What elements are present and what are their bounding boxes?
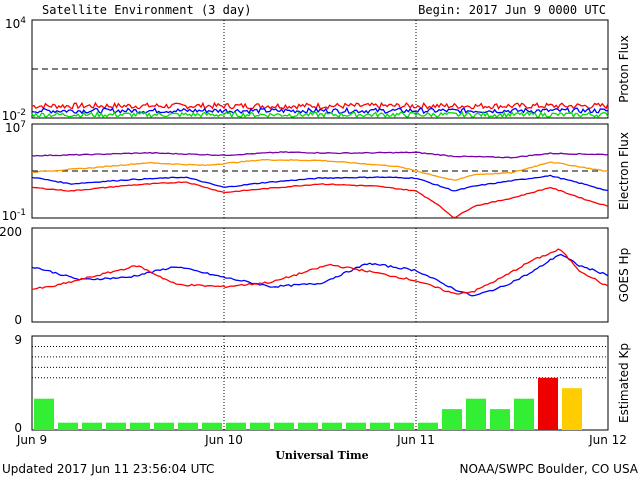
kp-bar (442, 409, 462, 430)
series-line-1 (31, 101, 609, 110)
begin-label: Begin: 2017 Jun 9 0000 UTC (418, 3, 606, 17)
x-tick-label: Jun 9 (16, 433, 47, 447)
kp-bar (154, 422, 174, 430)
kp-bar (202, 422, 222, 430)
y-tick-label: 104 (5, 16, 26, 31)
x-tick-label: Jun 12 (588, 433, 627, 447)
x-tick-label: Jun 11 (396, 433, 435, 447)
kp-bar (562, 388, 582, 430)
kp-bar (106, 422, 126, 430)
y-axis-label: GOES Hp (617, 248, 631, 302)
y-tick-label: 0 (14, 421, 22, 435)
kp-bar (322, 422, 342, 430)
y-tick-label: 9 (14, 333, 22, 347)
series-line-2 (31, 106, 609, 115)
panel-frame-3 (31, 227, 609, 323)
kp-bar (394, 422, 414, 430)
panel-frame-2 (31, 123, 609, 219)
kp-bar (58, 422, 78, 430)
y-tick-label: 0 (14, 313, 22, 327)
series-line-1 (31, 151, 609, 159)
panels: 104 10-2 Proton Flux 107 10-1 Electron Flux 20… (0, 16, 631, 447)
y-tick-label: 200 (0, 225, 22, 239)
y-tick-label: 10-2 (2, 108, 26, 123)
series-line-3 (31, 110, 609, 119)
series-line-1 (31, 253, 609, 297)
y-axis-label: Electron Flux (617, 132, 631, 210)
series-line-4 (31, 181, 609, 219)
kp-bar (130, 422, 150, 430)
kp-bar (298, 422, 318, 430)
kp-bar (370, 422, 390, 430)
kp-bar (538, 377, 558, 430)
chart-title: Satellite Environment (3 day) (42, 3, 252, 17)
series-line-2 (31, 158, 609, 181)
series-line-2 (31, 248, 609, 295)
x-tick-label: Jun 10 (204, 433, 243, 447)
kp-bar (34, 398, 54, 430)
y-tick-label: 107 (5, 120, 26, 135)
series-line-3 (31, 174, 609, 192)
kp-bar (418, 422, 438, 430)
updated-label: Updated 2017 Jun 11 23:56:04 UTC (2, 462, 214, 476)
y-axis-label: Estimated Kp (617, 343, 631, 423)
kp-bar (514, 398, 534, 430)
x-axis-label: Universal Time (275, 449, 368, 462)
kp-bar (82, 422, 102, 430)
kp-bar (178, 422, 198, 430)
y-tick-label: 10-1 (2, 208, 26, 223)
kp-bar (250, 422, 270, 430)
kp-bar (466, 398, 486, 430)
kp-bar (226, 422, 246, 430)
y-axis-label: Proton Flux (617, 35, 631, 102)
kp-bar (490, 409, 510, 430)
panel-frame-4 (31, 335, 609, 431)
kp-bar (346, 422, 366, 430)
source-label: NOAA/SWPC Boulder, CO USA (460, 462, 639, 476)
kp-bar (274, 422, 294, 430)
